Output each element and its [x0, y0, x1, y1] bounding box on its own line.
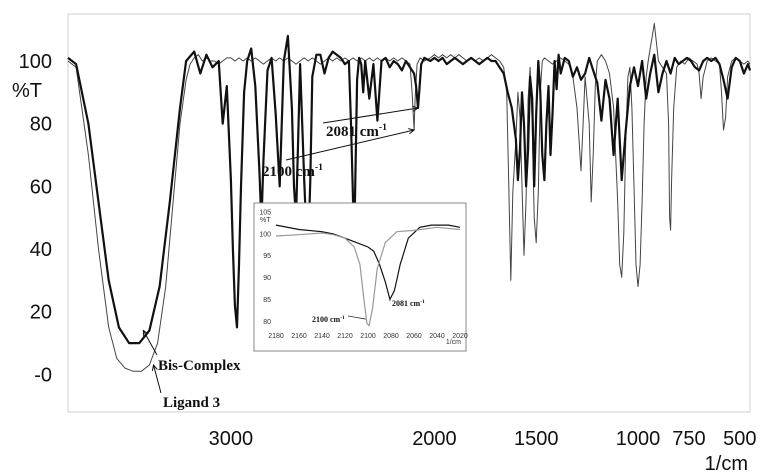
series-line-ligand-3 [67, 22, 751, 372]
inset-series-line-bis-complex [275, 224, 461, 302]
inset-x-tick-label: 2060 [406, 333, 422, 340]
annotation-label: 2081 cm-1 [326, 122, 387, 140]
inset-annotations-group: 2100 cm-1 2081 cm-1 [312, 299, 425, 324]
inset-series-line-ligand-3 [275, 226, 461, 327]
y-tick-label: 80 [30, 114, 52, 136]
x-tick-label: 1000 [616, 428, 661, 450]
annotation-arrowhead [412, 105, 420, 112]
x-tick-label: 2000 [412, 428, 457, 450]
inset-y-axis-label: %T [260, 217, 271, 224]
x-tick-labels: 3000 2000 1500 1000 750 500 [209, 428, 757, 450]
inset-y-tick-labels: 80 85 90 95 100 105 [259, 210, 271, 326]
annotation-arrow [285, 129, 415, 161]
x-tick-label: 3000 [209, 428, 254, 450]
inset-x-tick-label: 2180 [268, 333, 284, 340]
y-tick-labels: 100 80 60 40 20 -0 [19, 51, 52, 386]
annotation-arrow [142, 330, 158, 356]
inset-x-tick-labels: 2180 2160 2140 2120 2100 2080 2060 2040 2020 [268, 333, 468, 340]
inset-x-tick-label: 2040 [429, 333, 445, 340]
inset-y-tick-label: 105 [259, 210, 271, 217]
plot-frame [67, 13, 751, 413]
annotation-label: 2100 cm-1 [262, 162, 323, 180]
inset-series-group [275, 224, 461, 327]
annotation-arrowhead [408, 128, 416, 135]
series-group [67, 22, 752, 372]
series-line-bis-complex [67, 34, 752, 345]
annotation-label: Ligand 3 [163, 395, 220, 411]
x-tick-label: 500 [723, 428, 756, 450]
inset-annotation-label: 2100 cm-1 [312, 315, 345, 324]
inset-y-tick-label: 85 [263, 297, 271, 304]
x-tick-label: 1500 [514, 428, 559, 450]
inset-x-tick-label: 2080 [383, 333, 399, 340]
y-tick-label: -0 [34, 364, 52, 386]
inset-y-tick-label: 80 [263, 319, 271, 326]
y-tick-label: 60 [30, 176, 52, 198]
y-tick-label: 20 [30, 302, 52, 324]
inset-x-tick-label: 2100 [360, 333, 376, 340]
inset-y-tick-label: 95 [263, 253, 271, 260]
y-tick-label: 40 [30, 239, 52, 261]
inset-annotation-label: 2081 cm-1 [392, 299, 425, 308]
inset-x-tick-label: 2120 [337, 333, 353, 340]
inset-y-tick-label: 100 [259, 231, 271, 238]
annotation-arrowhead [142, 329, 149, 337]
annotation-arrowhead [151, 363, 158, 371]
annotations-group: 2081 cm-1 2100 cm-1 Bis-Complex Ligand 3 [142, 105, 420, 411]
y-tick-label: 100 [19, 51, 52, 73]
inset-x-tick-label: 2140 [314, 333, 330, 340]
inset-annotation-arrow [347, 315, 366, 320]
annotation-arrow [322, 107, 419, 124]
inset-x-axis-label: 1/cm [446, 339, 461, 346]
inset-x-tick-label: 2160 [291, 333, 307, 340]
y-axis-label: %T [12, 80, 42, 102]
x-axis-label: 1/cm [705, 453, 748, 474]
annotation-label: Bis-Complex [158, 358, 241, 374]
inset-y-tick-label: 90 [263, 275, 271, 282]
x-tick-label: 750 [672, 428, 705, 450]
annotation-arrow [153, 364, 162, 394]
inset-x-tick-label: 2020 [452, 333, 468, 340]
